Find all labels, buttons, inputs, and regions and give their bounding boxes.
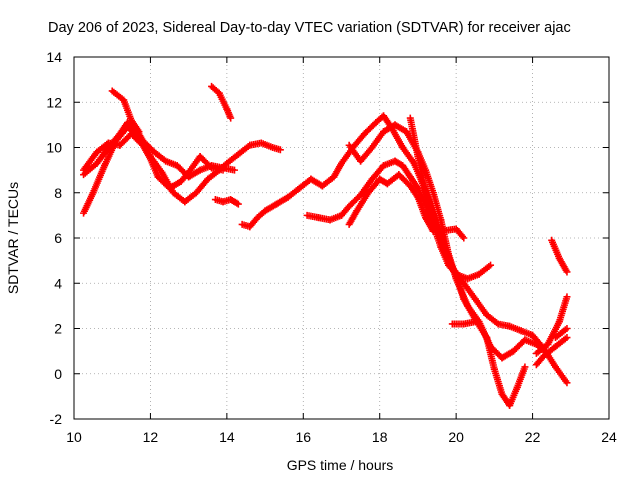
x-tick-label: 12 [143,429,159,445]
series-arc-11 [406,114,529,409]
x-axis-label: GPS time / hours [287,457,394,473]
y-tick-label: 0 [54,366,62,382]
data-point-marker [521,363,529,371]
y-tick-label: 2 [54,321,62,337]
x-tick-label: 18 [372,429,388,445]
data-point-marker [231,166,238,174]
data-point-marker [563,268,571,276]
series-arc-13 [532,334,571,369]
chart-title: Day 206 of 2023, Sidereal Day-to-day VTE… [48,20,571,36]
y-axis-label: SDTVAR / TECUs [5,182,21,294]
data-point-marker [563,293,571,301]
series-arc-8 [303,157,495,283]
y-tick-label: 10 [46,140,62,156]
series-arc-16 [552,325,571,342]
y-tick-label: 6 [54,230,62,246]
data-point-marker [563,325,571,332]
y-tick-label: 12 [46,94,62,110]
data-point-marker [563,334,571,342]
series-arc-6 [211,196,242,208]
data-point-marker [234,200,242,208]
series-arc-14 [532,293,571,357]
x-tick-label: 16 [295,429,311,445]
data-point-marker [233,199,241,207]
grid [74,57,609,419]
series-arc-4 [108,87,143,136]
x-tick-label: 22 [525,429,541,445]
x-tick-label: 10 [66,429,82,445]
data-series [80,82,571,409]
data-point-marker [219,166,227,174]
data-point-marker [471,318,479,326]
x-tick-label: 14 [219,429,235,445]
data-point-marker [135,128,143,136]
y-tick-label: 4 [54,275,62,291]
data-point-marker [276,146,284,154]
series-arc-9 [345,171,468,242]
data-point-marker [487,261,495,269]
y-tick-label: -2 [50,411,63,427]
series-arc-10 [345,121,552,362]
data-point-marker [459,232,467,240]
data-point-marker [227,114,235,122]
y-tick-label: 8 [54,185,62,201]
series-arc-15 [548,236,571,276]
data-point-marker [460,234,468,242]
x-tick-label: 20 [448,429,464,445]
y-tick-label: 14 [46,49,62,65]
series-arc-3 [80,130,227,192]
x-tick-label: 24 [601,429,617,445]
data-point-marker [563,379,571,387]
series-arc-5 [208,82,235,122]
series-arc-12 [448,318,479,328]
